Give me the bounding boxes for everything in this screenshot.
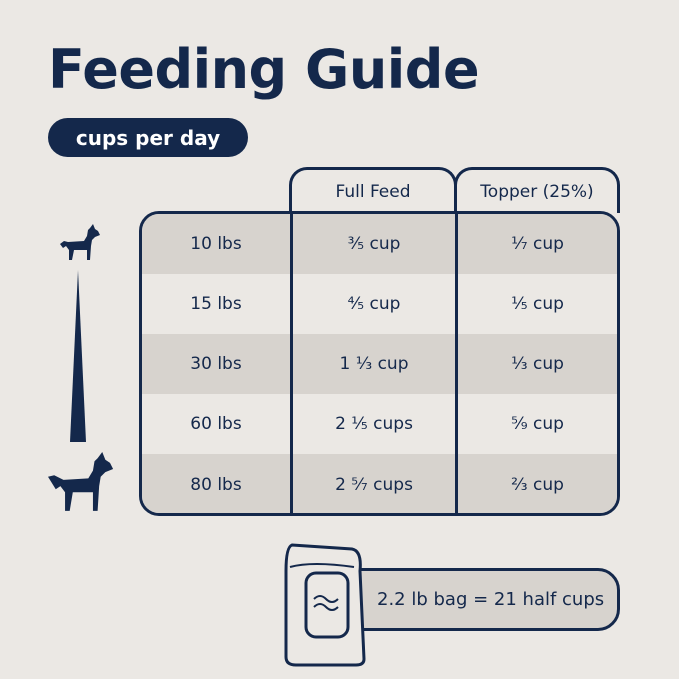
header-full-feed: Full Feed [289, 167, 457, 213]
full-feed-cell: 2 ¹⁄₅ cups [335, 414, 413, 434]
table-row: 80 lbs 2 ⁵⁄₇ cups ²⁄₃ cup [142, 454, 617, 513]
large-dog-icon [48, 452, 114, 511]
full-feed-cell: ³⁄₅ cup [347, 234, 401, 254]
small-dog-icon [60, 224, 100, 260]
table-row: 30 lbs 1 ¹⁄₃ cup ¹⁄₃ cup [142, 334, 617, 394]
weight-cell: 10 lbs [190, 234, 242, 254]
table-row: 60 lbs 2 ¹⁄₅ cups ⁵⁄₉ cup [142, 394, 617, 454]
bag-note: 2.2 lb bag = 21 half cups [340, 568, 620, 631]
food-bag-icon [284, 543, 366, 667]
topper-cell: ¹⁄₅ cup [511, 294, 564, 314]
page-title: Feeding Guide [48, 38, 480, 101]
weight-cell: 15 lbs [190, 294, 242, 314]
table-row: 10 lbs ³⁄₅ cup ¹⁄₇ cup [142, 214, 617, 274]
topper-cell: ²⁄₃ cup [511, 475, 564, 495]
table-row: 15 lbs ⁴⁄₅ cup ¹⁄₅ cup [142, 274, 617, 334]
weight-cell: 30 lbs [190, 354, 242, 374]
wedge-icon [70, 270, 86, 442]
full-feed-cell: ⁴⁄₅ cup [347, 294, 401, 314]
full-feed-cell: 1 ¹⁄₃ cup [339, 354, 409, 374]
header-topper: Topper (25%) [454, 167, 620, 213]
weight-cell: 80 lbs [190, 475, 242, 495]
unit-pill: cups per day [48, 118, 248, 157]
topper-cell: ⁵⁄₉ cup [511, 414, 564, 434]
weight-cell: 60 lbs [190, 414, 242, 434]
column-divider [290, 214, 293, 513]
topper-cell: ¹⁄₇ cup [511, 234, 564, 254]
column-divider [455, 214, 458, 513]
full-feed-cell: 2 ⁵⁄₇ cups [335, 475, 413, 495]
feeding-table: 10 lbs ³⁄₅ cup ¹⁄₇ cup 15 lbs ⁴⁄₅ cup ¹⁄… [139, 211, 620, 516]
topper-cell: ¹⁄₃ cup [511, 354, 564, 374]
